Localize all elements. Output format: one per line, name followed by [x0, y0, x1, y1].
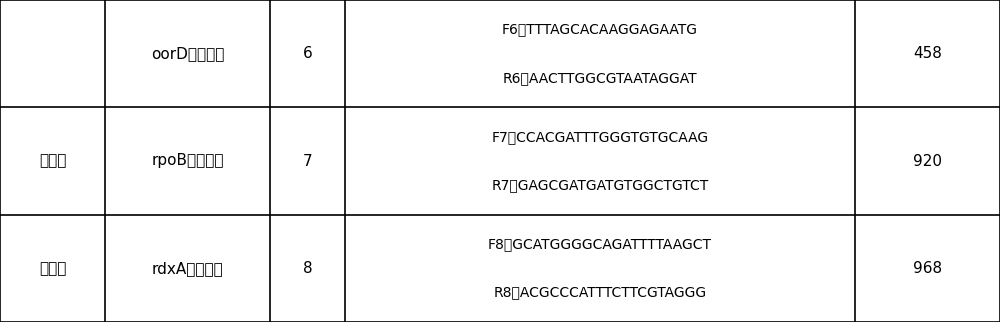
Text: R8：ACGCCCATTTCTTCGTAGGG: R8：ACGCCCATTTCTTCGTAGGG — [493, 286, 707, 299]
Text: R7：GAGCGATGATGTGGCTGTCT: R7：GAGCGATGATGTGGCTGTCT — [491, 178, 709, 192]
Text: F8：GCATGGGGCAGATTTTAAGCT: F8：GCATGGGGCAGATTTTAAGCT — [488, 237, 712, 251]
Text: 8: 8 — [303, 261, 312, 276]
Text: rdxA突变区域: rdxA突变区域 — [152, 261, 223, 276]
Text: 7: 7 — [303, 154, 312, 168]
Text: rpoB突变区域: rpoB突变区域 — [151, 154, 224, 168]
Text: 968: 968 — [913, 261, 942, 276]
Text: oorD突变区域: oorD突变区域 — [151, 46, 224, 61]
Text: 458: 458 — [913, 46, 942, 61]
Text: R6：AACTTGGCGTAATAGGAT: R6：AACTTGGCGTAATAGGAT — [503, 71, 697, 85]
Text: 甲硒唑: 甲硒唑 — [39, 261, 66, 276]
Text: F6：TTTAGCACAAGGAGAATG: F6：TTTAGCACAAGGAGAATG — [502, 23, 698, 36]
Text: 利福平: 利福平 — [39, 154, 66, 168]
Text: F7：CCACGATTTGGGTGTGCAAG: F7：CCACGATTTGGGTGTGCAAG — [491, 130, 709, 144]
Text: 920: 920 — [913, 154, 942, 168]
Text: 6: 6 — [303, 46, 312, 61]
